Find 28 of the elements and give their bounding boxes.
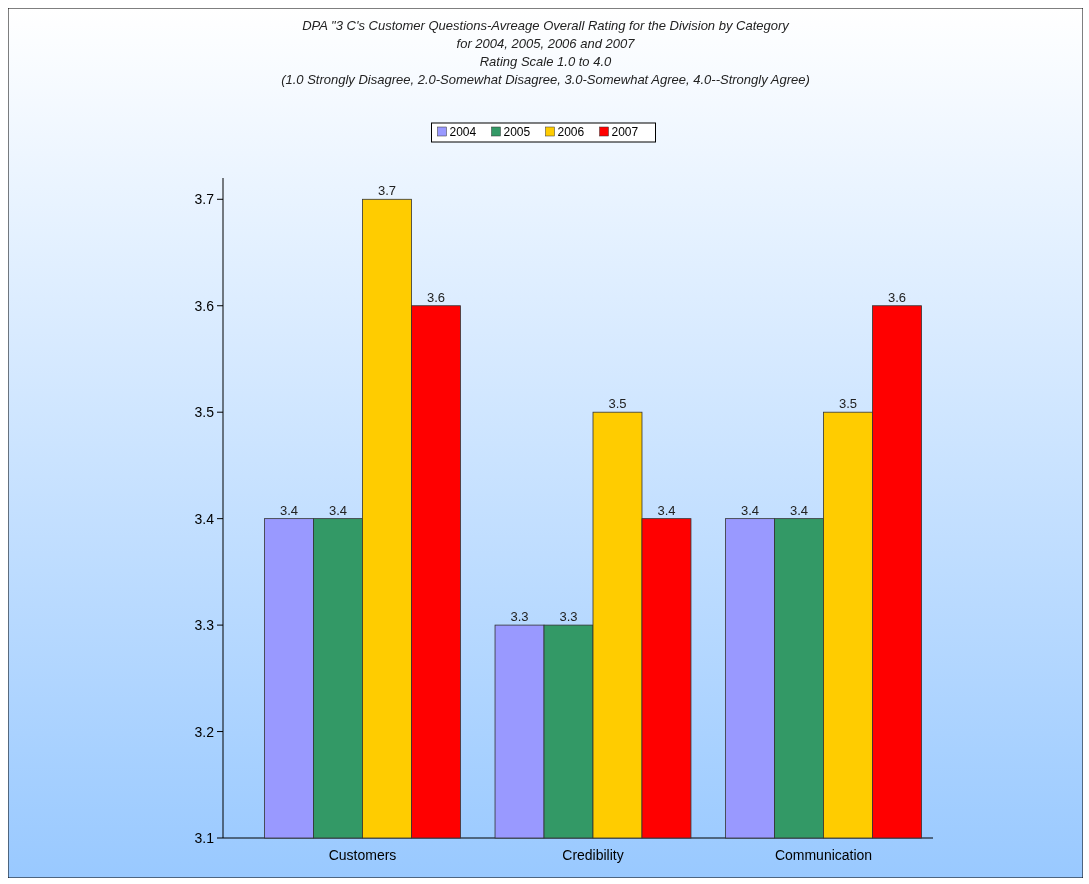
data-label: 3.4 [740, 502, 760, 518]
data-label: 3.5 [838, 396, 858, 412]
data-label: 3.4 [328, 502, 348, 518]
y-tick-label: 3.1 [194, 830, 215, 846]
y-tick-label: 3.5 [194, 404, 215, 421]
data-label: 3.4 [279, 502, 299, 518]
x-tick-label: Credibility [562, 847, 624, 863]
legend-label: 2006 [557, 125, 585, 139]
y-tick-label: 3.4 [194, 510, 215, 527]
x-tick-label: Customers [328, 847, 397, 863]
chart-title: DPA "3 C's Customer Questions-Avreage Overall Rating for the Division by Category for 2004, 2005, 2006 and 2007 [302, 18, 791, 51]
legend-label: 2007 [611, 125, 639, 139]
data-label: 3.6 [887, 289, 907, 305]
y-tick-label: 3.6 [194, 297, 215, 314]
x-tick-label: Communication [774, 847, 873, 863]
data-label: 3.3 [510, 609, 529, 625]
y-tick-label: 3.3 [194, 617, 215, 634]
legend-label: 2005 [503, 125, 531, 139]
data-label: 3.4 [789, 502, 809, 518]
chart-subtitle: Rating Scale 1.0 to 4.0 (1.0 Strongly Disagree, 2.0-Somewhat Disagree, 3.0-Somewhat Agree, 4.0--Strongly Agree) [281, 54, 810, 87]
y-tick-label: 3.2 [194, 723, 215, 740]
data-label: 3.5 [608, 396, 627, 412]
data-label: 3.6 [426, 289, 446, 305]
data-label: 3.7 [377, 183, 397, 199]
data-label: 3.3 [559, 609, 578, 625]
data-label: 3.4 [657, 502, 676, 518]
legend-label: 2004 [449, 125, 477, 139]
y-tick-label: 3.7 [194, 191, 215, 208]
